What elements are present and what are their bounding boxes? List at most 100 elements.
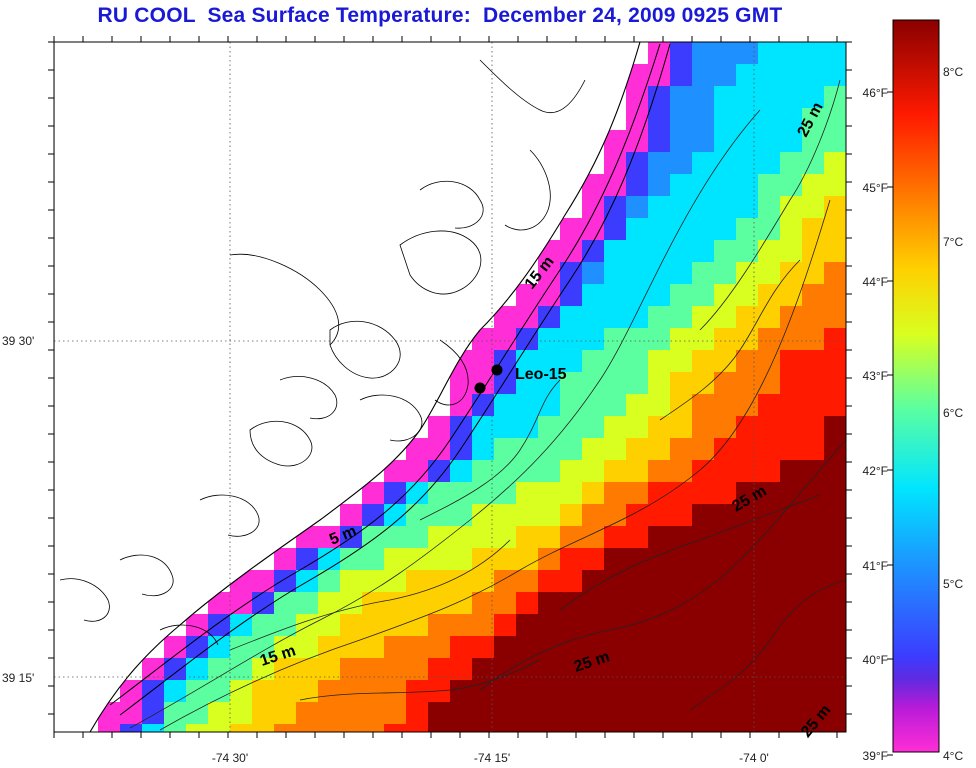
sst-cell (604, 702, 627, 725)
inland-coastlines (59, 59, 586, 646)
sst-cell (472, 482, 495, 505)
sst-cell (758, 152, 781, 175)
sst-cell (582, 394, 605, 417)
sst-cell (802, 636, 825, 659)
sst-cell (824, 328, 846, 351)
sst-cell (780, 64, 803, 87)
sst-cell (450, 724, 473, 732)
sst-cell (692, 284, 715, 307)
sst-cell (384, 702, 407, 725)
sst-cell (560, 724, 583, 732)
sst-cell (604, 460, 627, 483)
colorbar-f-label: 45°F (863, 181, 888, 195)
sst-cell (736, 680, 759, 703)
sst-cell (802, 64, 825, 87)
sst-cell (164, 636, 187, 659)
sst-cell (626, 416, 649, 439)
sst-cell (186, 724, 209, 732)
sst-cell (604, 636, 627, 659)
sst-cell (692, 130, 715, 153)
sst-cell (670, 592, 693, 615)
sst-cell (494, 394, 517, 417)
sst-cell (736, 152, 759, 175)
sst-cell (626, 240, 649, 263)
sst-cell (604, 438, 627, 461)
sst-cell (736, 438, 759, 461)
sst-cell (736, 130, 759, 153)
sst-cell (362, 636, 385, 659)
sst-cell (714, 218, 737, 241)
sst-cell (582, 328, 605, 351)
sst-cell (670, 42, 693, 65)
sst-cell (252, 724, 275, 732)
sst-cell (714, 724, 737, 732)
sst-cell (670, 130, 693, 153)
sst-cell (670, 262, 693, 285)
sst-cell (670, 614, 693, 637)
sst-cell (406, 702, 429, 725)
sst-cell (692, 306, 715, 329)
sst-cell (736, 592, 759, 615)
sst-cell (648, 416, 671, 439)
sst-cell (538, 592, 561, 615)
sst-cell (516, 394, 539, 417)
sst-cell (208, 702, 231, 725)
sst-cell (560, 350, 583, 373)
sst-cell (714, 460, 737, 483)
sst-cell (560, 394, 583, 417)
sst-cell (714, 42, 737, 65)
sst-cell (516, 350, 539, 373)
colorbar-ticks (887, 91, 893, 756)
sst-cell (780, 658, 803, 681)
sst-cell (736, 64, 759, 87)
sst-cell (494, 548, 517, 571)
sst-cell (758, 42, 781, 65)
sst-cell (582, 350, 605, 373)
sst-cell (494, 592, 517, 615)
sst-cell (736, 328, 759, 351)
sst-cell (516, 438, 539, 461)
sst-cell (670, 570, 693, 593)
sst-cell (692, 372, 715, 395)
sst-cell (428, 592, 451, 615)
sst-cell (230, 702, 253, 725)
sst-cell (626, 548, 649, 571)
sst-cell (714, 548, 737, 571)
sst-cell (714, 108, 737, 131)
sst-cell (516, 372, 539, 395)
sst-cell (758, 702, 781, 725)
sst-cell (450, 460, 473, 483)
sst-cell (560, 218, 583, 241)
sst-cell (604, 350, 627, 373)
sst-cell (604, 152, 627, 175)
sst-cell (296, 658, 319, 681)
sst-cell (362, 548, 385, 571)
sst-cell (802, 130, 825, 153)
sst-cell (274, 570, 297, 593)
sst-cell (208, 614, 231, 637)
sst-cell (692, 570, 715, 593)
sst-cell (626, 592, 649, 615)
sst-cell (538, 724, 561, 732)
sst-cell (824, 438, 846, 461)
sst-cell (648, 174, 671, 197)
sst-cell (384, 504, 407, 527)
sst-cell (494, 636, 517, 659)
sst-cell (560, 702, 583, 725)
sst-cell (120, 702, 143, 725)
sst-cell (736, 724, 759, 732)
sst-cell (626, 570, 649, 593)
sst-cell (824, 42, 846, 65)
sst-cell (824, 152, 846, 175)
sst-cell (472, 350, 495, 373)
sst-cell (340, 504, 363, 527)
sst-cell (648, 152, 671, 175)
sst-cell (428, 526, 451, 549)
sst-cell (780, 570, 803, 593)
sst-cell (516, 284, 539, 307)
sst-cell (802, 372, 825, 395)
sst-cell (670, 240, 693, 263)
sst-cell (604, 328, 627, 351)
sst-cell (692, 196, 715, 219)
